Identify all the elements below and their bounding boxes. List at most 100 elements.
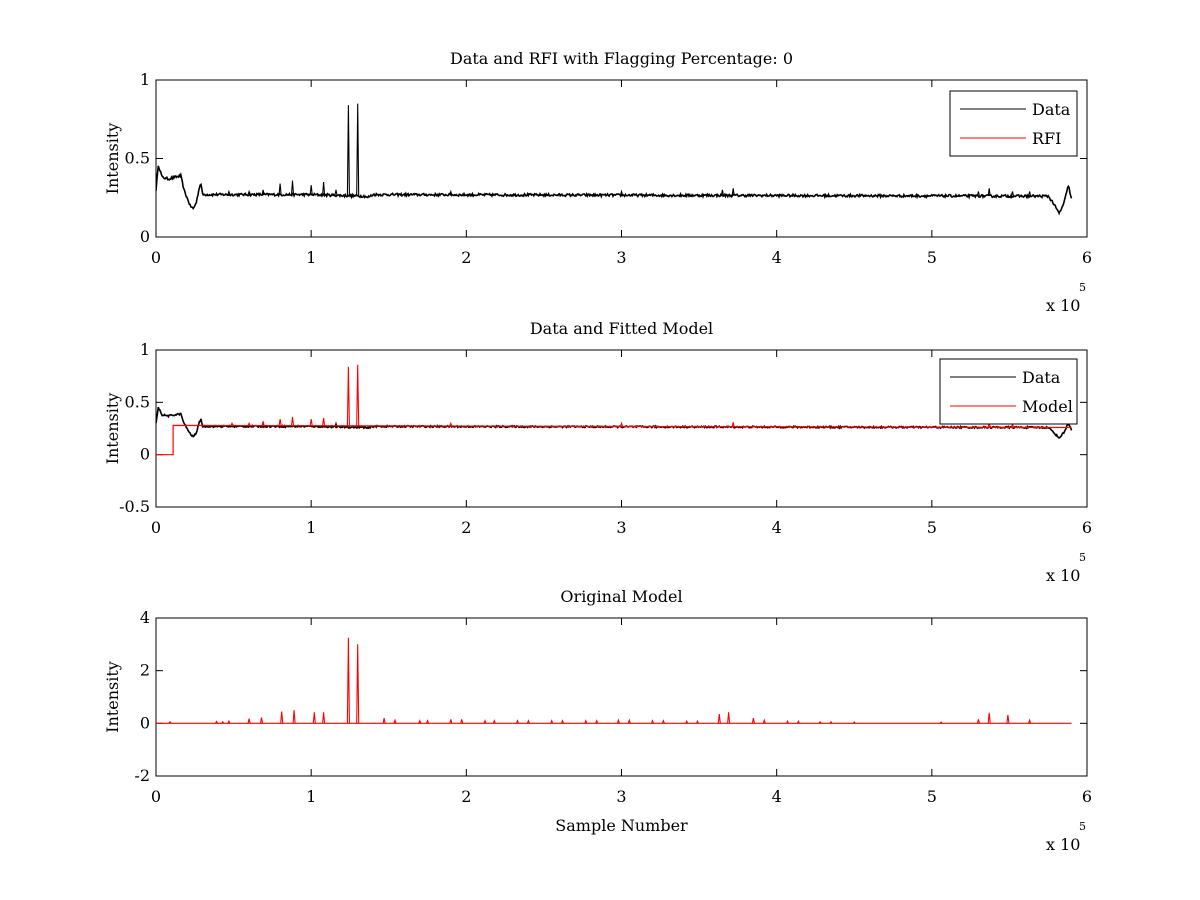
series-line [156, 165, 1073, 216]
x-tick-label: 1 [306, 248, 316, 267]
spike-mark [449, 421, 453, 427]
legend-label: Data [1022, 368, 1061, 387]
x-tick-label: 0 [151, 248, 161, 267]
spike-mark [356, 364, 360, 426]
spike-mark [278, 419, 282, 426]
x-exponent-label: x 10 [1046, 835, 1080, 854]
spike-mark [685, 719, 689, 724]
spike-mark [334, 189, 338, 196]
spike-mark [661, 719, 665, 724]
spike-mark [786, 719, 789, 724]
x-tick-label: 2 [461, 787, 471, 806]
x-tick-label: 0 [151, 787, 161, 806]
spike-mark [731, 422, 735, 427]
spike-mark [1006, 714, 1010, 724]
x-tick-label: 4 [772, 248, 782, 267]
spike-mark [247, 189, 251, 195]
spike-mark [939, 721, 943, 724]
x-exponent-power: 5 [1079, 551, 1086, 564]
spike-mark [247, 421, 251, 426]
y-tick-label: 1 [140, 340, 150, 359]
y-tick-label: 0.5 [125, 392, 150, 411]
x-tick-label: 3 [616, 248, 626, 267]
x-tick-label: 0 [151, 518, 161, 537]
spike-mark [619, 421, 624, 427]
legend-label: Data [1032, 100, 1071, 119]
spike-mark [595, 719, 599, 724]
spike-mark [346, 637, 350, 724]
spike-mark [322, 417, 326, 426]
spike-mark [619, 189, 624, 196]
x-tick-label: 3 [616, 787, 626, 806]
spike-mark [616, 718, 620, 724]
chart-title: Data and Fitted Model [530, 319, 713, 338]
spike-mark [382, 717, 386, 724]
x-tick-label: 4 [772, 518, 782, 537]
spike-mark [309, 185, 313, 195]
spike-mark [717, 714, 721, 724]
spike-mark [460, 719, 464, 724]
series-model [156, 637, 1072, 724]
x-exponent-power: 5 [1079, 820, 1086, 833]
x-tick-label: 1 [306, 518, 316, 537]
spike-mark [550, 719, 554, 724]
y-axis-label: Intensity [103, 123, 122, 195]
spike-mark [221, 720, 225, 724]
series-model [156, 364, 1072, 456]
spike-mark [762, 718, 766, 724]
spike-mark [280, 711, 284, 724]
spike-mark [346, 366, 350, 426]
spike-mark [290, 180, 295, 195]
spike-mark [259, 717, 264, 724]
spike-mark [987, 188, 991, 197]
spike-mark [852, 721, 856, 724]
y-tick-label: 0 [140, 713, 150, 732]
spike-mark [560, 719, 565, 724]
spike-mark [584, 719, 588, 724]
x-tick-label: 2 [461, 248, 471, 267]
plot-area [155, 617, 1088, 777]
x-tick-label: 2 [461, 518, 471, 537]
spike-mark [829, 720, 833, 724]
legend-label: Model [1022, 397, 1073, 416]
y-axis-label: Intensity [103, 661, 122, 733]
x-exponent-power: 5 [1079, 281, 1086, 294]
spike-mark [727, 712, 731, 724]
x-exponent-label: x 10 [1046, 566, 1080, 585]
spike-mark [230, 421, 234, 426]
spike-mark [425, 719, 430, 724]
spike-mark [818, 720, 822, 724]
spike-mark [796, 719, 800, 724]
spike-mark [227, 189, 231, 195]
legend-label: RFI [1032, 129, 1061, 148]
spike-mark [393, 718, 397, 724]
spike-mark [261, 189, 265, 195]
spike-mark [292, 710, 296, 724]
spike-mark [322, 712, 326, 724]
y-tick-label: -0.5 [119, 497, 150, 516]
spike-mark [976, 719, 980, 724]
series-data [156, 103, 1073, 216]
chart-title: Data and RFI with Flagging Percentage: 0 [450, 49, 793, 68]
spike-mark [526, 719, 530, 724]
spike-mark [322, 182, 326, 196]
spike-mark [261, 421, 265, 426]
spike-mark [483, 719, 487, 724]
spike-mark [1028, 191, 1032, 197]
spike-mark [247, 718, 251, 724]
spike-mark [309, 419, 313, 426]
spike-mark [168, 720, 172, 724]
x-exponent-label: x 10 [1046, 296, 1080, 315]
y-axis-label: Intensity [103, 393, 122, 465]
spike-mark [492, 719, 496, 724]
x-tick-label: 3 [616, 518, 626, 537]
panel-3: Original Model Intensity Sample Number 0 1 2 3… [103, 587, 1092, 854]
spike-mark [731, 188, 735, 196]
spike-mark [1028, 718, 1032, 724]
spike-mark [356, 103, 360, 197]
legend: Data Model [939, 358, 1078, 425]
x-tick-label: 4 [772, 787, 782, 806]
y-tick-label: 0 [140, 445, 150, 464]
spike-mark [215, 720, 218, 724]
